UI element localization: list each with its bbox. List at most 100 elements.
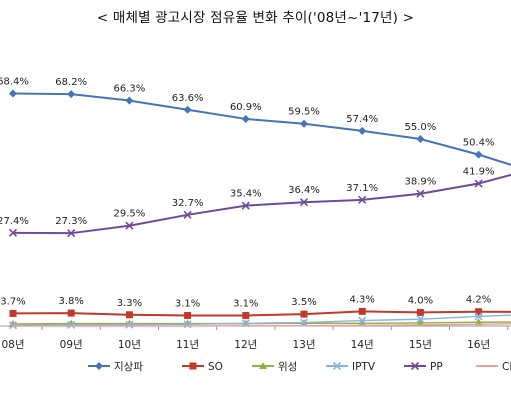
data-point xyxy=(358,319,367,327)
series-CP xyxy=(13,323,511,327)
x-tick-label: 16년 xyxy=(467,339,490,351)
data-label: 4.2% xyxy=(466,295,491,306)
data-label: 4.3% xyxy=(349,294,374,305)
data-point xyxy=(67,90,76,99)
data-label: 35.4% xyxy=(230,189,262,200)
data-label: 68.4% xyxy=(0,76,29,87)
data-point xyxy=(242,311,250,319)
data-label: 55.0% xyxy=(405,122,437,133)
data-point xyxy=(474,312,483,321)
data-label: 3.3% xyxy=(117,298,142,309)
series-SO xyxy=(9,307,511,319)
legend-marker xyxy=(332,361,342,371)
legend-item: IPTV xyxy=(326,361,376,373)
data-point xyxy=(183,105,192,114)
series-line xyxy=(12,314,511,327)
data-label: 36.4% xyxy=(288,185,320,196)
data-point xyxy=(300,119,308,128)
data-point xyxy=(416,189,425,198)
data-point xyxy=(475,308,483,316)
series-line xyxy=(12,310,511,317)
data-label: 38.9% xyxy=(405,177,437,188)
data-point xyxy=(300,310,308,318)
data-label: 66.3% xyxy=(114,84,146,95)
x-tick-label: 10년 xyxy=(118,339,141,351)
data-point xyxy=(358,307,366,315)
data-point xyxy=(416,308,424,316)
legend-item: 지상파 xyxy=(88,361,143,373)
x-tick-label: 09년 xyxy=(60,339,83,351)
data-label: 57.4% xyxy=(346,114,378,125)
data-label: 60.9% xyxy=(230,102,262,113)
data-point xyxy=(8,228,18,237)
legend-marker xyxy=(259,362,267,369)
data-label: 4.0% xyxy=(408,295,433,306)
data-labels: 68.4% 68.2% 66.3% 63.6% 60.9% 59.5% 57.4% 55.0%… xyxy=(0,76,494,309)
data-point xyxy=(9,309,17,317)
legend-marker xyxy=(95,362,103,370)
legend-label: 위성 xyxy=(278,360,297,373)
legend-label: PP xyxy=(430,361,443,373)
data-label: 3.7% xyxy=(0,296,25,307)
data-point xyxy=(67,320,76,330)
data-label: 27.3% xyxy=(55,216,87,227)
data-label: 32.7% xyxy=(172,198,204,209)
data-point xyxy=(241,114,250,123)
series-PP xyxy=(8,173,511,238)
data-point xyxy=(184,311,192,319)
data-label: 3.1% xyxy=(175,298,200,309)
data-label: 50.4% xyxy=(463,138,495,149)
data-label: 3.1% xyxy=(233,298,258,309)
legend: 지상파 SO 위성 IPTV PP CP xyxy=(88,360,511,373)
data-point xyxy=(474,318,483,326)
data-point xyxy=(9,89,17,98)
data-point xyxy=(67,309,75,317)
data-label: 3.5% xyxy=(291,297,316,308)
data-point xyxy=(125,221,134,230)
series-지상파 xyxy=(9,89,511,166)
x-tick-label: 15년 xyxy=(409,339,432,351)
chart-title: < 매체별 광고시장 점유율 변화 추이('08년~'17년) > xyxy=(96,10,415,26)
data-point xyxy=(125,320,134,329)
x-tick-label: 11년 xyxy=(176,339,199,351)
data-point xyxy=(416,318,425,326)
data-label: 41.9% xyxy=(463,167,495,178)
legend-marker xyxy=(410,361,420,371)
data-point xyxy=(474,150,483,159)
data-label: 59.5% xyxy=(288,107,320,118)
data-point xyxy=(416,315,425,324)
data-label: 29.5% xyxy=(114,209,146,220)
legend-item: PP xyxy=(404,361,443,373)
legend-item: CP xyxy=(476,361,511,373)
x-axis: 08년09년10년11년12년13년14년15년16년17년 xyxy=(0,325,511,351)
data-point xyxy=(358,126,367,135)
series-layer xyxy=(8,89,511,330)
legend-label: CP xyxy=(502,361,511,373)
data-point xyxy=(183,210,192,219)
data-label: 27.4% xyxy=(0,216,29,227)
series-line xyxy=(12,173,511,235)
legend-label: 지상파 xyxy=(114,361,143,373)
data-point xyxy=(125,96,134,105)
data-point xyxy=(358,316,367,325)
data-label: 68.2% xyxy=(55,77,87,88)
legend-label: SO xyxy=(208,361,223,373)
x-tick-label: 12년 xyxy=(234,339,257,351)
series-line xyxy=(12,92,511,166)
data-point xyxy=(416,135,425,143)
data-label: 63.6% xyxy=(172,93,204,104)
x-tick-label: 13년 xyxy=(292,339,315,351)
data-point xyxy=(474,179,483,188)
legend-item: 위성 xyxy=(252,360,297,373)
series-line xyxy=(13,323,511,327)
data-point xyxy=(125,311,133,319)
data-point xyxy=(299,318,309,327)
data-point xyxy=(67,229,76,238)
data-point xyxy=(358,195,367,204)
x-tick-label: 08년 xyxy=(1,339,24,351)
x-tick-label: 14년 xyxy=(351,339,374,351)
legend-item: SO xyxy=(182,361,223,373)
legend-marker xyxy=(189,362,197,370)
data-point xyxy=(241,201,250,210)
